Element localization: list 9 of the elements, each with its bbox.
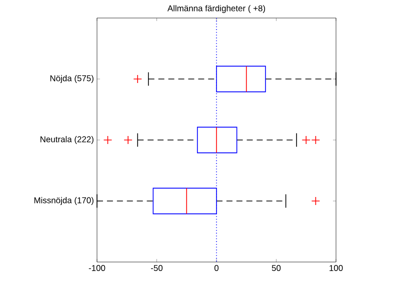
y-tick-label: Neutrala (222) — [40, 136, 94, 144]
y-tick-label: Nöjda (575) — [50, 75, 94, 83]
x-tick-label: 50 — [272, 265, 281, 272]
y-tick-label: Missnöjda (170) — [34, 197, 94, 205]
chart-title: Allmänna färdigheter ( +8) — [167, 5, 266, 13]
x-tick-label: -100 — [88, 265, 106, 272]
x-tick-label: 0 — [214, 265, 219, 272]
x-tick-label: -50 — [151, 265, 163, 272]
x-tick-label: 100 — [330, 265, 343, 272]
